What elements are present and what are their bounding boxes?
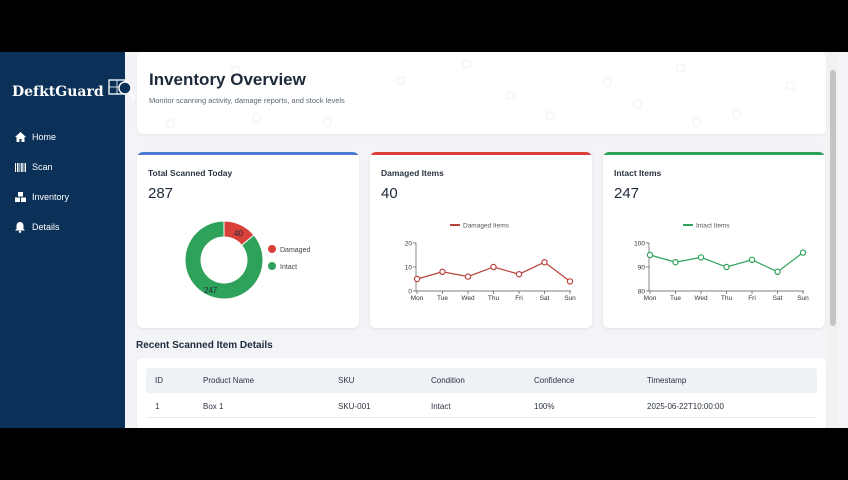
data-point — [566, 278, 574, 285]
data-point — [515, 270, 523, 278]
x-tick-label: Wed — [461, 295, 475, 302]
x-tick-label: Thu — [488, 295, 500, 302]
bell-icon — [15, 221, 27, 233]
data-point — [464, 273, 472, 280]
page-subtitle: Monitor scanning activity, damage report… — [149, 96, 345, 105]
y-tick-label: 10 — [405, 265, 413, 272]
magnifier-logo-icon — [107, 76, 137, 107]
column-header-confidence[interactable]: Confidence — [534, 376, 575, 385]
condition-donut-chart: 40 247 Damaged Intact — [184, 220, 310, 300]
data-point — [748, 256, 756, 264]
data-point — [413, 275, 421, 283]
donut-slice-intact — [184, 220, 264, 300]
card-accent-bar — [370, 152, 592, 155]
cell-timestamp: 2025-06-22T10:00:00 — [647, 402, 724, 411]
data-point — [439, 268, 446, 276]
scrollbar[interactable] — [828, 52, 838, 428]
damaged-line-chart: Damaged Items 0 10 20 Mon Tue Wed Thu Fri Sat Sun — [405, 223, 576, 303]
card-title: Damaged Items — [381, 168, 444, 178]
x-tick-label: Tue — [437, 295, 448, 302]
intact-line-chart: Intact Items 80 90 100 Mon Tue Wed Thu Fri Sat Sun — [634, 223, 809, 303]
legend-label-intact: Intact — [280, 264, 297, 271]
x-tick-label: Fri — [748, 295, 756, 302]
sidebar-nav: Home Scan — [0, 122, 125, 242]
x-tick-label: Sun — [564, 295, 576, 302]
page-title: Inventory Overview — [149, 70, 306, 89]
data-point — [490, 263, 497, 271]
card-title: Total Scanned Today — [148, 168, 233, 178]
donut-label-damaged: 40 — [234, 229, 243, 238]
y-tick-label: 20 — [405, 241, 413, 248]
card-accent-bar — [137, 152, 359, 155]
nav-item-inventory[interactable]: Inventory — [0, 182, 125, 212]
nav-item-home[interactable]: Home — [0, 122, 125, 152]
nav-label: Inventory — [32, 192, 70, 202]
nav-item-details[interactable]: Details — [0, 212, 125, 242]
column-header-timestamp[interactable]: Timestamp — [647, 376, 687, 385]
x-tick-label: Wed — [694, 295, 708, 302]
card-value: 40 — [381, 185, 398, 202]
x-tick-label: Fri — [515, 295, 523, 302]
app-window: DefktGuard Home — [0, 52, 848, 428]
header-pattern — [166, 59, 795, 128]
x-tick-label: Sat — [773, 295, 783, 302]
data-point — [799, 249, 807, 256]
x-tick-label: Tue — [670, 295, 681, 302]
legend-label: Intact Items — [696, 223, 730, 230]
donut-label-intact: 247 — [204, 286, 218, 295]
data-point — [646, 251, 654, 259]
card-value: 287 — [148, 185, 174, 202]
nav-label: Details — [32, 222, 60, 232]
cell-id: 1 — [155, 402, 160, 411]
section-title: Recent Scanned Item Details — [136, 340, 273, 351]
brand[interactable]: DefktGuard — [12, 76, 137, 107]
header-card: Inventory Overview Monitor scanning acti… — [137, 52, 826, 134]
card-accent-bar — [603, 152, 825, 155]
card-intact-items: Intact Items 247 Intact Items 80 90 100 Mon T… — [603, 152, 825, 328]
barcode-icon — [15, 162, 27, 172]
cell-product-name: Box 1 — [203, 402, 224, 411]
sidebar: DefktGuard Home — [0, 52, 135, 428]
y-tick-label: 80 — [638, 289, 646, 296]
x-tick-label: Sat — [540, 295, 550, 302]
nav-label: Scan — [32, 162, 53, 172]
cell-condition: Intact — [431, 402, 451, 411]
legend-label-damaged: Damaged — [280, 247, 310, 254]
data-point — [774, 268, 781, 276]
recent-items-table: ID Product Name SKU Condition Confidence… — [137, 358, 826, 428]
table-row[interactable]: 1 Box 1 SKU-001 Intact 100% 2025-06-22T1… — [146, 393, 817, 418]
data-point — [672, 259, 679, 266]
nav-label: Home — [32, 132, 57, 142]
y-tick-label: 100 — [634, 241, 645, 248]
home-icon — [15, 132, 27, 142]
data-point — [541, 259, 548, 266]
card-total-scanned: Total Scanned Today 287 40 247 Damaged Inta… — [137, 152, 359, 328]
table-header: ID Product Name SKU Condition Confidence… — [146, 368, 817, 393]
x-tick-label: Thu — [721, 295, 733, 302]
column-header-product-name[interactable]: Product Name — [203, 376, 255, 385]
card-value: 247 — [614, 185, 640, 202]
main-content[interactable]: Inventory Overview Monitor scanning acti… — [125, 52, 838, 428]
legend-label: Damaged Items — [463, 223, 510, 230]
brand-name: DefktGuard — [12, 83, 104, 100]
card-damaged-items: Damaged Items 40 Damaged Items 0 10 20 Mon Tu… — [370, 152, 592, 328]
y-tick-label: 0 — [408, 289, 412, 296]
legend-swatch-intact — [268, 262, 276, 270]
legend-swatch-damaged — [268, 245, 276, 253]
cell-sku: SKU-001 — [338, 402, 371, 411]
column-header-id[interactable]: ID — [155, 376, 163, 385]
x-tick-label: Mon — [411, 295, 424, 302]
column-header-sku[interactable]: SKU — [338, 376, 355, 385]
cell-confidence: 100% — [534, 402, 555, 411]
scrollbar-thumb[interactable] — [830, 70, 836, 326]
y-tick-label: 90 — [638, 265, 646, 272]
nav-item-scan[interactable]: Scan — [0, 152, 125, 182]
boxes-icon — [15, 192, 27, 202]
card-title: Intact Items — [614, 168, 662, 178]
x-tick-label: Mon — [644, 295, 657, 302]
column-header-condition[interactable]: Condition — [431, 376, 465, 385]
data-point — [697, 254, 705, 261]
x-tick-label: Sun — [797, 295, 809, 302]
data-point — [723, 263, 730, 271]
